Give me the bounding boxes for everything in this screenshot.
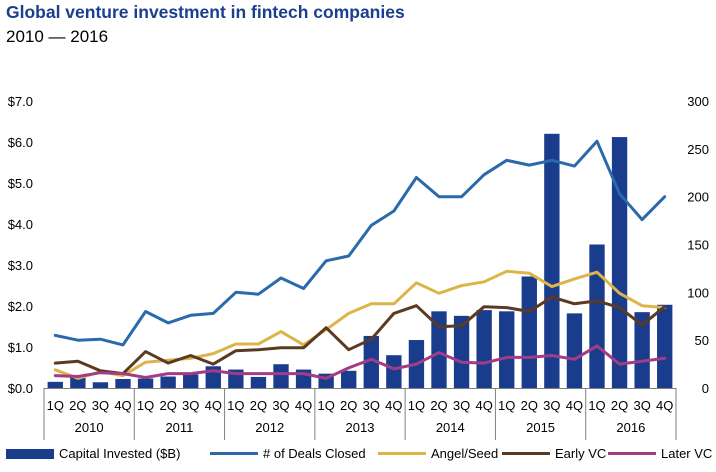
- x-year-label: 2011: [165, 420, 193, 435]
- capital-bar: [363, 335, 379, 388]
- x-quarter-label: 3Q: [272, 398, 289, 413]
- left-axis-tick-label: $4.0: [8, 217, 33, 232]
- right-axis-tick-label: 300: [687, 94, 709, 109]
- x-quarter-label: 3Q: [633, 398, 650, 413]
- capital-bar: [250, 376, 267, 388]
- x-quarter-label: 3Q: [92, 398, 109, 413]
- x-quarter-label: 1Q: [317, 398, 334, 413]
- legend-early: Early VC: [502, 446, 606, 461]
- x-quarter-label: 4Q: [114, 398, 131, 413]
- capital-bar: [386, 355, 402, 388]
- x-year-label: 2013: [346, 420, 375, 435]
- x-quarter-label: 1Q: [588, 398, 605, 413]
- capital-bar: [160, 376, 176, 388]
- capital-bar: [521, 276, 537, 388]
- x-year-label: 2016: [616, 420, 645, 435]
- capital-bar: [634, 312, 650, 388]
- left-axis-tick-label: $7.0: [8, 94, 33, 109]
- deals-line: [53, 139, 667, 347]
- left-axis-tick-label: $3.0: [8, 258, 33, 273]
- capital-bar: [499, 311, 515, 388]
- chart-legend: Capital Invested ($B) # of Deals Closed …: [0, 446, 716, 468]
- x-quarter-label: 2Q: [521, 398, 538, 413]
- x-year-label: 2010: [75, 420, 104, 435]
- capital-bar: [566, 313, 583, 388]
- angel-seed-line: [53, 269, 667, 380]
- right-axis-tick-label: 250: [687, 142, 709, 157]
- x-year-label: 2015: [526, 420, 555, 435]
- x-year-label: 2012: [255, 420, 284, 435]
- capital-bar: [47, 381, 63, 388]
- x-quarter-label: 1Q: [408, 398, 425, 413]
- x-quarter-label: 4Q: [475, 398, 492, 413]
- early-vc-line: [53, 295, 667, 376]
- x-quarter-label: 4Q: [656, 398, 673, 413]
- legend-swatch-bar: [6, 448, 54, 459]
- capital-bar: [476, 310, 492, 388]
- x-quarter-label: 1Q: [498, 398, 515, 413]
- x-quarter-label: 2Q: [430, 398, 447, 413]
- capital-bar: [453, 315, 470, 388]
- x-quarter-label: 2Q: [250, 398, 267, 413]
- left-axis-tick-label: $0.0: [8, 381, 33, 396]
- legend-swatch-line: [378, 452, 426, 455]
- legend-label: # of Deals Closed: [263, 446, 366, 461]
- x-quarter-label: 4Q: [566, 398, 583, 413]
- x-quarter-label: 3Q: [543, 398, 560, 413]
- x-quarter-label: 2Q: [159, 398, 176, 413]
- legend-angel: Angel/Seed: [378, 446, 498, 461]
- left-axis-tick-label: $5.0: [8, 176, 33, 191]
- capital-bar: [657, 304, 673, 388]
- capital-bar: [341, 370, 357, 388]
- legend-deals: # of Deals Closed: [210, 446, 366, 461]
- right-axis-tick-label: 150: [687, 238, 709, 253]
- capital-bar: [431, 311, 447, 388]
- chart-title: Global venture investment in fintech com…: [6, 2, 405, 22]
- capital-bar: [611, 137, 628, 388]
- later-vc-line: [53, 344, 667, 380]
- x-quarter-label: 2Q: [340, 398, 357, 413]
- capital-bar: [70, 376, 86, 388]
- x-quarter-label: 1Q: [227, 398, 244, 413]
- left-axis-tick-label: $6.0: [8, 135, 33, 150]
- x-quarter-label: 3Q: [182, 398, 199, 413]
- chart-plot: $0.0 $1.0 $2.0 $3.0 $4.0 $5.0 $6.0 $7.0 0 50 100 15…: [8, 94, 709, 440]
- legend-label: Capital Invested ($B): [59, 446, 181, 461]
- x-quarter-label: 2Q: [69, 398, 86, 413]
- legend-swatch-line: [210, 452, 258, 455]
- legend-capital: Capital Invested ($B): [6, 446, 180, 461]
- capital-bar: [92, 382, 109, 388]
- left-axis-tick-label: $1.0: [8, 340, 33, 355]
- x-quarter-label: 1Q: [47, 398, 64, 413]
- capital-bar: [273, 364, 289, 388]
- x-quarter-label: 4Q: [295, 398, 312, 413]
- capital-bar: [183, 374, 199, 388]
- capital-bar: [544, 133, 560, 388]
- right-axis-tick-label: 50: [695, 333, 709, 348]
- chart-subtitle: 2010 — 2016: [6, 27, 109, 46]
- right-axis-tick-label: 200: [687, 190, 709, 205]
- x-quarter-label: 4Q: [385, 398, 402, 413]
- capital-bar: [589, 244, 605, 388]
- x-year-label: 2014: [436, 420, 465, 435]
- legend-swatch-line: [608, 452, 656, 455]
- x-quarter-label: 4Q: [205, 398, 222, 413]
- legend-swatch-line: [502, 452, 550, 455]
- legend-later: Later VC: [608, 446, 712, 461]
- capital-bar: [137, 378, 154, 388]
- x-quarter-label: 1Q: [137, 398, 154, 413]
- x-quarter-label: 3Q: [453, 398, 470, 413]
- legend-label: Later VC: [661, 446, 713, 461]
- right-axis-tick-label: 0: [702, 381, 709, 396]
- x-quarter-label: 3Q: [363, 398, 380, 413]
- left-axis-tick-label: $2.0: [8, 299, 33, 314]
- right-axis-tick-label: 100: [687, 285, 709, 300]
- legend-label: Early VC: [555, 446, 607, 461]
- legend-label: Angel/Seed: [431, 446, 499, 461]
- x-quarter-label: 2Q: [611, 398, 628, 413]
- capital-bar: [115, 378, 131, 388]
